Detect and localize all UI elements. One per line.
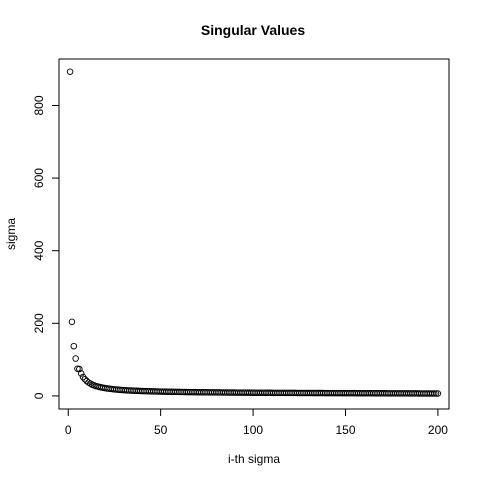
- y-tick-label: 0: [32, 392, 46, 399]
- chart-title: Singular Values: [201, 22, 305, 38]
- x-tick-label: 0: [65, 423, 72, 437]
- x-axis-label: i-th sigma: [228, 452, 280, 466]
- data-point: [79, 373, 87, 381]
- y-tick-label: 400: [32, 240, 46, 260]
- data-point: [434, 390, 442, 397]
- data-point: [70, 342, 78, 350]
- y-axis-label: sigma: [4, 218, 18, 250]
- data-point: [66, 68, 74, 75]
- x-tick-label: 50: [154, 423, 168, 437]
- y-tick-label: 800: [32, 95, 46, 115]
- x-tick-label: 150: [335, 423, 355, 437]
- plot-frame: [58, 58, 450, 410]
- y-tick-label: 600: [32, 168, 46, 188]
- data-point: [81, 375, 89, 383]
- data-point: [76, 365, 83, 373]
- y-tick-label: 200: [32, 313, 46, 333]
- data-point: [77, 370, 85, 377]
- data-point: [72, 355, 79, 362]
- y-axis: 0 200 400 600 800: [32, 95, 60, 399]
- x-axis: 0 50 100 150 200: [65, 408, 448, 437]
- data-point: [430, 390, 438, 397]
- data-point: [432, 390, 440, 397]
- x-tick-label: 200: [428, 423, 448, 437]
- data-points: [66, 68, 442, 397]
- x-tick-label: 100: [243, 423, 263, 437]
- data-point: [68, 318, 76, 326]
